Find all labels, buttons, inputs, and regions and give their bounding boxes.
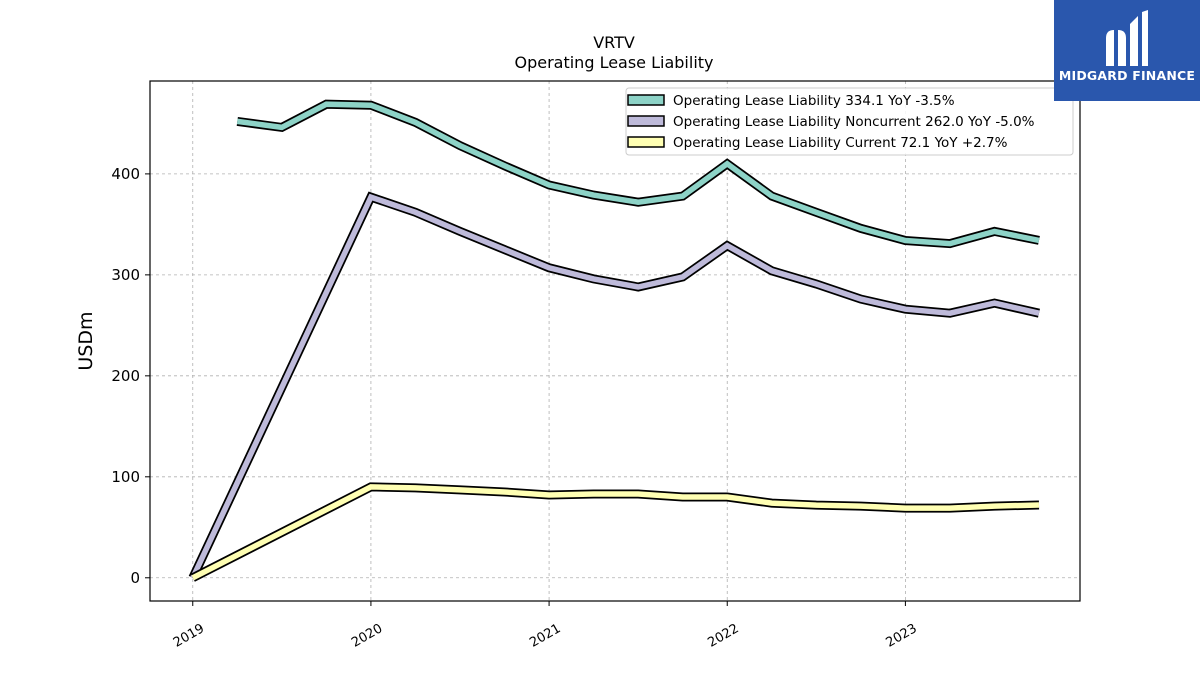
series-group [188,99,1040,582]
y-axis: 0 100 200 300 400 [111,165,150,587]
grid-lines [150,81,1080,601]
y-axis-label: USDm [75,311,97,370]
brand-mark-icon [1106,10,1148,66]
chart-title: VRTV [593,33,635,52]
y-tick-label: 300 [111,266,140,284]
y-tick-label: 0 [130,569,140,587]
legend-label-2: Operating Lease Liability Noncurrent 262… [673,114,1035,130]
y-tick-label: 200 [111,367,140,385]
series-outline-3 [190,482,1040,582]
chart-subtitle: Operating Lease Liability [514,53,713,72]
legend: Operating Lease Liability 334.1 YoY -3.5… [625,87,1074,156]
legend-label-3: Operating Lease Liability Current 72.1 Y… [673,135,1008,151]
series-outline-2 [188,191,1040,580]
y-tick-label: 100 [111,468,140,486]
brand-name: MIDGARD FINANCE [1058,68,1196,83]
series-line-2 [190,193,1040,579]
x-tick-label: 2023 [884,621,920,651]
series-line-3 [191,484,1040,581]
legend-label-1: Operating Lease Liability 334.1 YoY -3.5… [673,93,955,109]
brand-logo: MIDGARD FINANCE [1054,0,1200,101]
legend-swatch-1 [627,94,665,106]
legend-swatch-2 [627,115,665,127]
x-axis: 2019 2020 2021 2022 2023 [171,601,920,651]
x-tick-label: 2022 [705,621,741,651]
legend-box [625,87,1074,156]
plot-area-frame [149,80,1081,602]
y-tick-label: 400 [111,165,140,183]
x-tick-label: 2020 [349,621,385,651]
legend-swatch-3 [627,136,665,148]
x-tick-label: 2019 [171,621,207,651]
x-tick-label: 2021 [527,621,563,651]
